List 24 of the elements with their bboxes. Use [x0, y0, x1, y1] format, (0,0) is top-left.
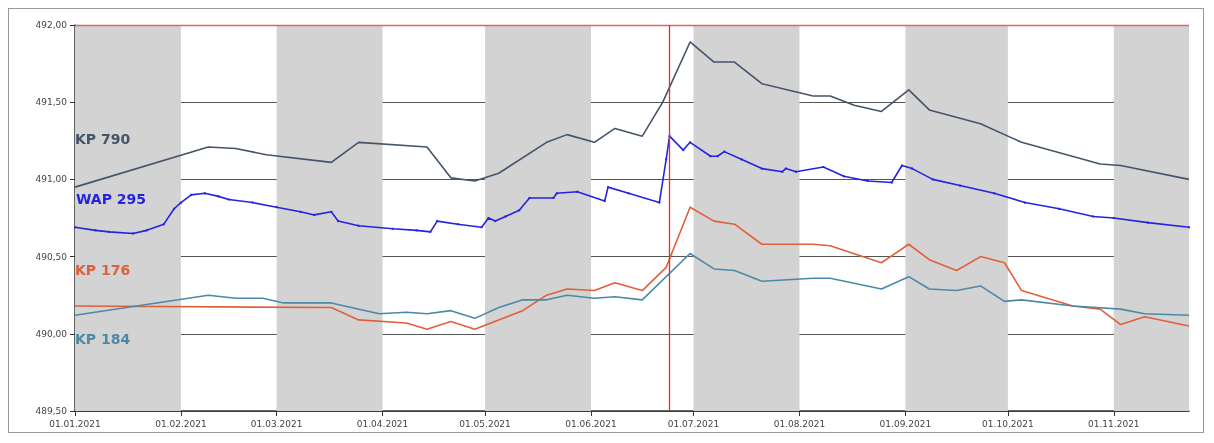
y-tick-label: 490,00 [35, 328, 68, 339]
x-tick-label: 01.03.2021 [250, 418, 303, 429]
x-tick-label: 01.11.2021 [1088, 418, 1140, 429]
series-label: KP 176 [75, 262, 131, 279]
x-tick-label: 01.08.2021 [773, 418, 826, 429]
y-tick-label: 492,00 [35, 20, 68, 30]
y-tick-label: 491,50 [35, 97, 68, 108]
line-series [74, 252, 1190, 320]
y-tick-label: 490,50 [35, 251, 68, 262]
x-tick-label: 01.09.2021 [879, 418, 932, 429]
line-series [74, 206, 1190, 330]
y-tick-label: 491,00 [35, 174, 68, 185]
x-tick-label: 01.02.2021 [155, 418, 207, 429]
x-tick-label: 01.06.2021 [565, 418, 617, 429]
series-label: WAP 295 [76, 191, 147, 208]
y-tick-label: 489,50 [35, 406, 68, 416]
x-tick-label: 01.05.2021 [459, 418, 511, 429]
line-series [74, 41, 1190, 188]
x-tick-label: 01.07.2021 [667, 418, 720, 429]
x-tick-label: 01.01.2021 [49, 418, 101, 429]
x-tick-label: 01.04.2021 [356, 418, 409, 429]
series-label: KP 184 [75, 331, 131, 348]
series-label: KP 790 [75, 131, 131, 148]
x-tick-label: 01.10.2021 [982, 418, 1034, 429]
